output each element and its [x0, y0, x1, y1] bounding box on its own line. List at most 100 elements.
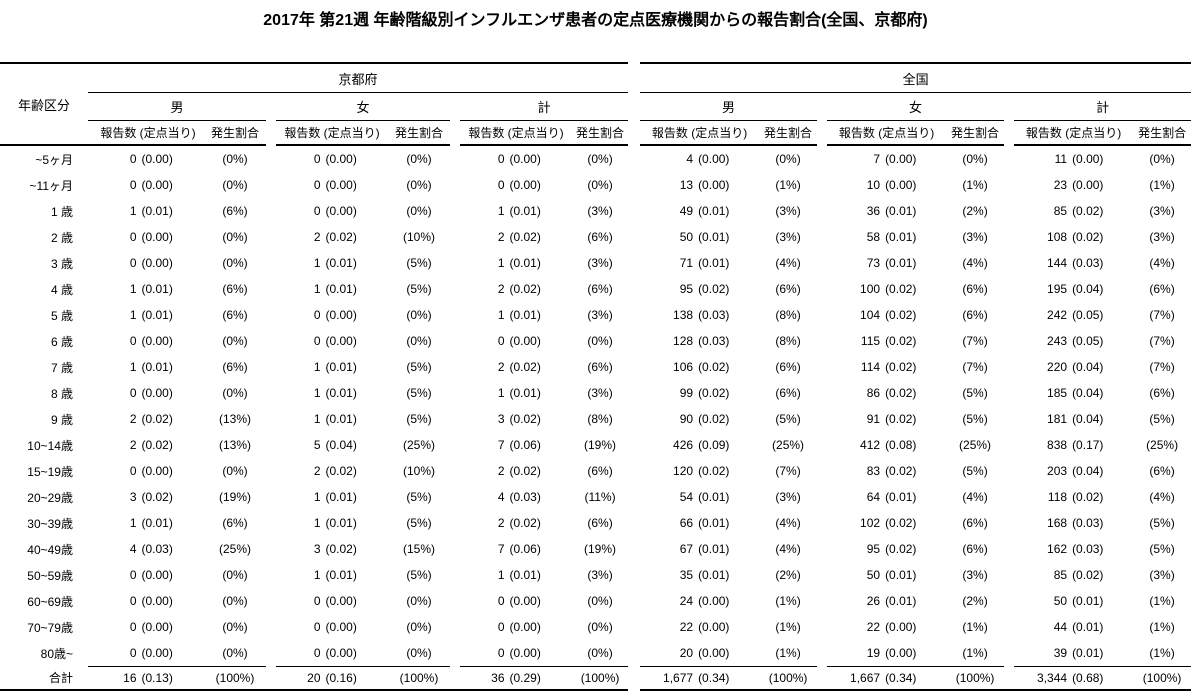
pct-cell: (0%) [775, 152, 801, 166]
per-sentinel-rate: (0.02) [1072, 568, 1104, 582]
pct-cell: (8%) [775, 334, 801, 348]
pct-cell: (6%) [587, 464, 613, 478]
count-cell: 2 (0.02) [276, 224, 388, 250]
count-cell: 91 (0.02) [827, 406, 946, 432]
per-sentinel-rate: (0.00) [325, 620, 357, 634]
pct-cell: (0%) [406, 594, 432, 608]
count-cell: 19 (0.00) [827, 640, 946, 667]
count-cell: 4 (0.03) [92, 536, 204, 562]
count-value: 1 [129, 308, 137, 322]
region-header-national: 全国 [640, 62, 1191, 93]
pct-cell: (2%) [775, 568, 801, 582]
per-sentinel-rate: (0.03) [698, 308, 730, 322]
count-value: 3,344 [1037, 671, 1068, 685]
count-cell: 1 (0.01) [276, 484, 388, 510]
spacer [817, 250, 827, 276]
count-value: 1 [129, 282, 137, 296]
pct-cell: (1%) [1149, 178, 1175, 192]
pct-cell: (4%) [1149, 490, 1175, 504]
pct-cell: (0%) [222, 178, 248, 192]
count-value: 10 [866, 178, 881, 192]
count-value: 66 [679, 516, 694, 530]
spacer [1004, 666, 1015, 691]
per-sentinel-rate: (0.00) [885, 646, 917, 660]
count-value: 0 [497, 152, 505, 166]
count-value: 412 [860, 438, 881, 452]
count-value: 2 [313, 230, 321, 244]
spacer [817, 588, 827, 614]
pct-cell: (100%) [1133, 666, 1191, 691]
per-sentinel-rate: (0.00) [141, 178, 173, 192]
count-cell: 0 (0.00) [276, 614, 388, 640]
count-value: 36 [866, 204, 881, 218]
count-cell: 2 (0.02) [460, 224, 572, 250]
count-value: 20 [679, 646, 694, 660]
pct-cell: (5%) [406, 412, 432, 426]
spacer [450, 562, 460, 588]
count-cell: 2 (0.02) [460, 276, 572, 302]
count-cell: 71 (0.01) [640, 250, 759, 276]
count-cell: 1 (0.01) [92, 510, 204, 536]
pct-cell: (5%) [1149, 412, 1175, 426]
spacer [817, 640, 827, 667]
spacer [817, 276, 827, 302]
per-sentinel-rate: (0.04) [1072, 360, 1104, 374]
pct-cell: (3%) [775, 230, 801, 244]
section-spacer [628, 250, 640, 276]
count-header: 報告数 (定点当り) [1014, 120, 1134, 146]
pct-cell: (1%) [775, 594, 801, 608]
count-value: 1 [129, 204, 137, 218]
count-value: 83 [866, 464, 881, 478]
age-label: 1 歳 [50, 204, 73, 219]
spacer [266, 536, 276, 562]
pct-cell: (6%) [587, 360, 613, 374]
spacer [817, 406, 827, 432]
per-sentinel-rate: (0.01) [325, 282, 357, 296]
table-row: 80歳~ 0 (0.00) (0%) 0 (0.00) (0%) 0 (0.00) (0%) 20 (… [0, 640, 1191, 667]
count-value: 0 [497, 646, 505, 660]
count-value: 108 [1047, 230, 1068, 244]
per-sentinel-rate: (0.09) [698, 438, 730, 452]
count-cell: 1 (0.01) [92, 354, 204, 380]
spacer [1004, 250, 1014, 276]
spacer [817, 302, 827, 328]
count-cell: 115 (0.02) [827, 328, 946, 354]
per-sentinel-rate: (0.03) [1072, 516, 1104, 530]
count-cell: 50 (0.01) [827, 562, 946, 588]
per-sentinel-rate: (0.03) [141, 542, 173, 556]
pct-cell: (6%) [587, 282, 613, 296]
pct-cell: (5%) [406, 516, 432, 530]
spacer [1004, 458, 1014, 484]
table-row: 60~69歳 0 (0.00) (0%) 0 (0.00) (0%) 0 (0.00) (0%) 2… [0, 588, 1191, 614]
count-cell: 90 (0.02) [640, 406, 759, 432]
per-sentinel-rate: (0.01) [141, 282, 173, 296]
count-value: 0 [313, 152, 321, 166]
count-cell: 138 (0.03) [640, 302, 759, 328]
per-sentinel-rate: (0.00) [509, 152, 541, 166]
count-value: 2 [129, 438, 137, 452]
spacer [266, 458, 276, 484]
count-cell: 1 (0.01) [460, 302, 572, 328]
count-cell: 0 (0.00) [460, 328, 572, 354]
count-cell: 0 (0.00) [276, 302, 388, 328]
count-cell: 73 (0.01) [827, 250, 946, 276]
per-sentinel-rate: (0.04) [1072, 282, 1104, 296]
per-sentinel-rate: (0.00) [141, 334, 173, 348]
pct-cell: (5%) [1149, 542, 1175, 556]
per-sentinel-rate: (0.02) [885, 542, 917, 556]
count-value: 0 [129, 334, 137, 348]
count-cell: 85 (0.02) [1014, 198, 1133, 224]
pct-cell: (8%) [775, 308, 801, 322]
count-value: 220 [1047, 360, 1068, 374]
count-value: 4 [129, 542, 137, 556]
count-value: 67 [679, 542, 694, 556]
pct-cell: (10%) [402, 230, 435, 244]
pct-cell: (19%) [584, 438, 617, 452]
per-sentinel-rate: (0.02) [885, 516, 917, 530]
count-value: 71 [679, 256, 694, 270]
count-value: 0 [129, 230, 137, 244]
count-cell: 4 (0.00) [640, 145, 759, 172]
count-cell: 1 (0.01) [276, 562, 388, 588]
pct-cell: (19%) [584, 542, 617, 556]
age-label: 30~39歳 [27, 516, 73, 531]
